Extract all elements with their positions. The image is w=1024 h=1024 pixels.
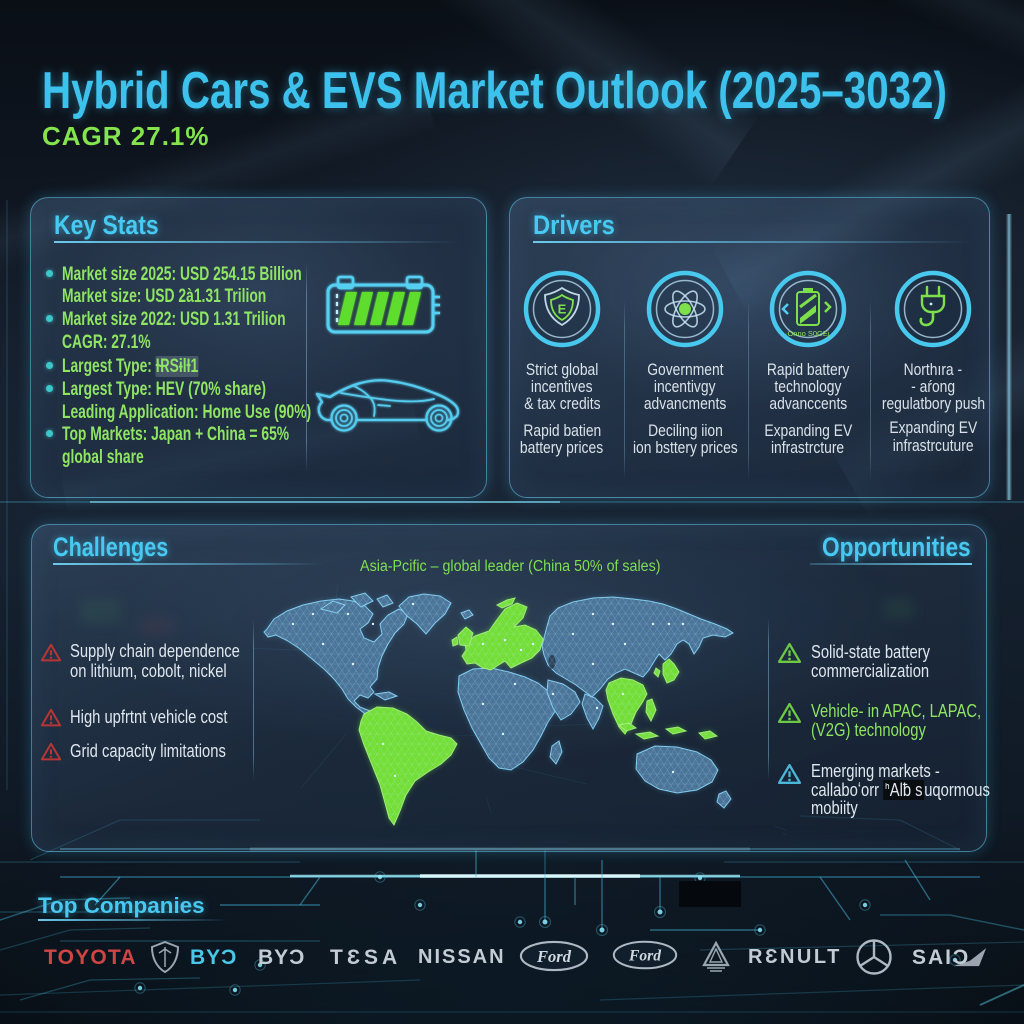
- svg-text:··Onno S0GEj: ··Onno S0GEj: [782, 329, 829, 338]
- svg-text:Ford: Ford: [628, 948, 661, 965]
- svg-text:E: E: [558, 302, 567, 317]
- svg-text:Ford: Ford: [536, 947, 572, 966]
